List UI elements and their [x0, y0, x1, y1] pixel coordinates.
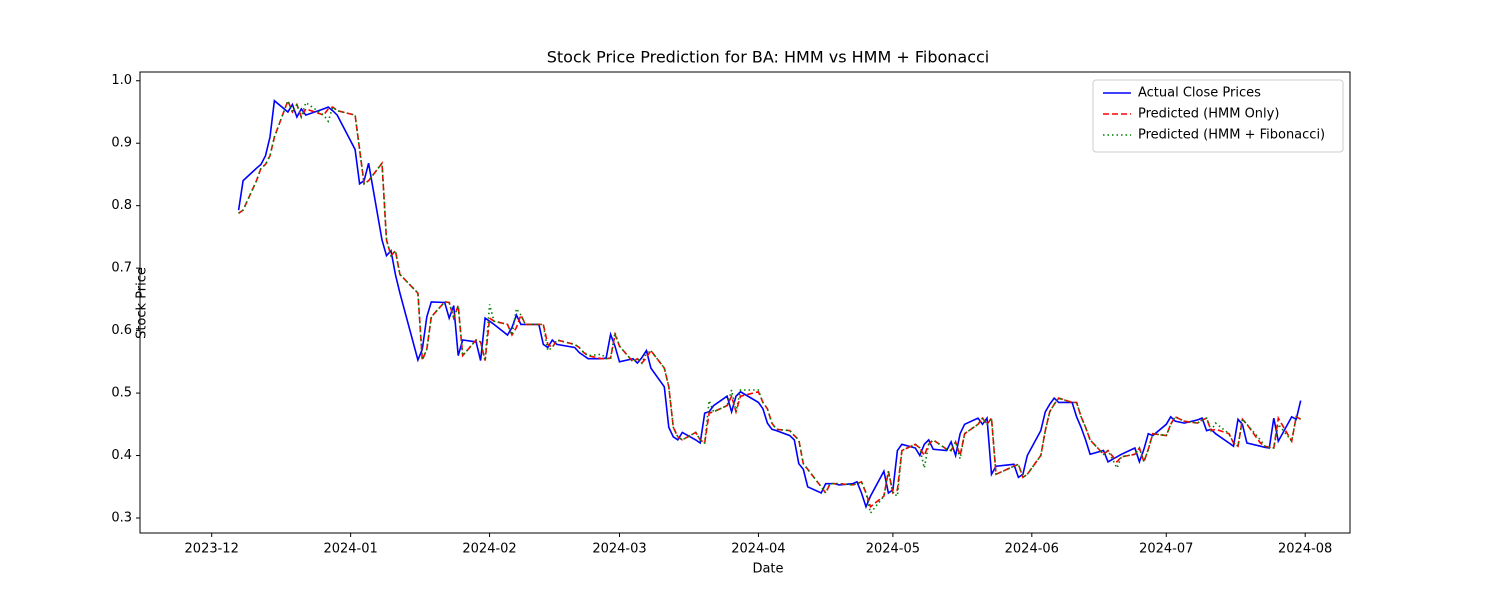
line-series [238, 98, 1302, 515]
x-tick-label: 2023-12 [185, 542, 239, 557]
y-axis-label: Stock Price [135, 267, 150, 339]
x-axis-label: Date [752, 562, 783, 577]
legend-label: Actual Close Prices [1138, 86, 1261, 101]
y-tick-label: 0.3 [111, 511, 132, 526]
x-tick-label: 2024-01 [323, 542, 377, 557]
x-tick-label: 2024-05 [866, 542, 920, 557]
y-tick-label: 0.6 [111, 323, 132, 338]
y-tick-label: 1.0 [111, 73, 132, 88]
x-tick-label: 2024-08 [1278, 542, 1332, 557]
y-tick-label: 0.7 [111, 261, 132, 276]
line-series [238, 98, 1302, 509]
x-tick-label: 2024-04 [731, 542, 785, 557]
y-tick-label: 0.5 [111, 386, 132, 401]
y-tick-label: 0.9 [111, 136, 132, 151]
legend-label: Predicted (HMM + Fibonacci) [1138, 128, 1325, 143]
plot-frame [139, 71, 1351, 534]
x-tick-label: 2024-06 [1005, 542, 1059, 557]
chart-title: Stock Price Prediction for BA: HMM vs HM… [547, 48, 990, 67]
y-tick-label: 0.8 [111, 198, 132, 213]
line-series [237, 99, 1302, 510]
x-tick-label: 2024-03 [592, 542, 646, 557]
legend-box [1092, 79, 1344, 153]
x-tick-label: 2024-07 [1139, 542, 1193, 557]
y-tick-label: 0.4 [111, 448, 132, 463]
x-tick-label: 2024-02 [462, 542, 516, 557]
legend-label: Predicted (HMM Only) [1138, 107, 1279, 122]
